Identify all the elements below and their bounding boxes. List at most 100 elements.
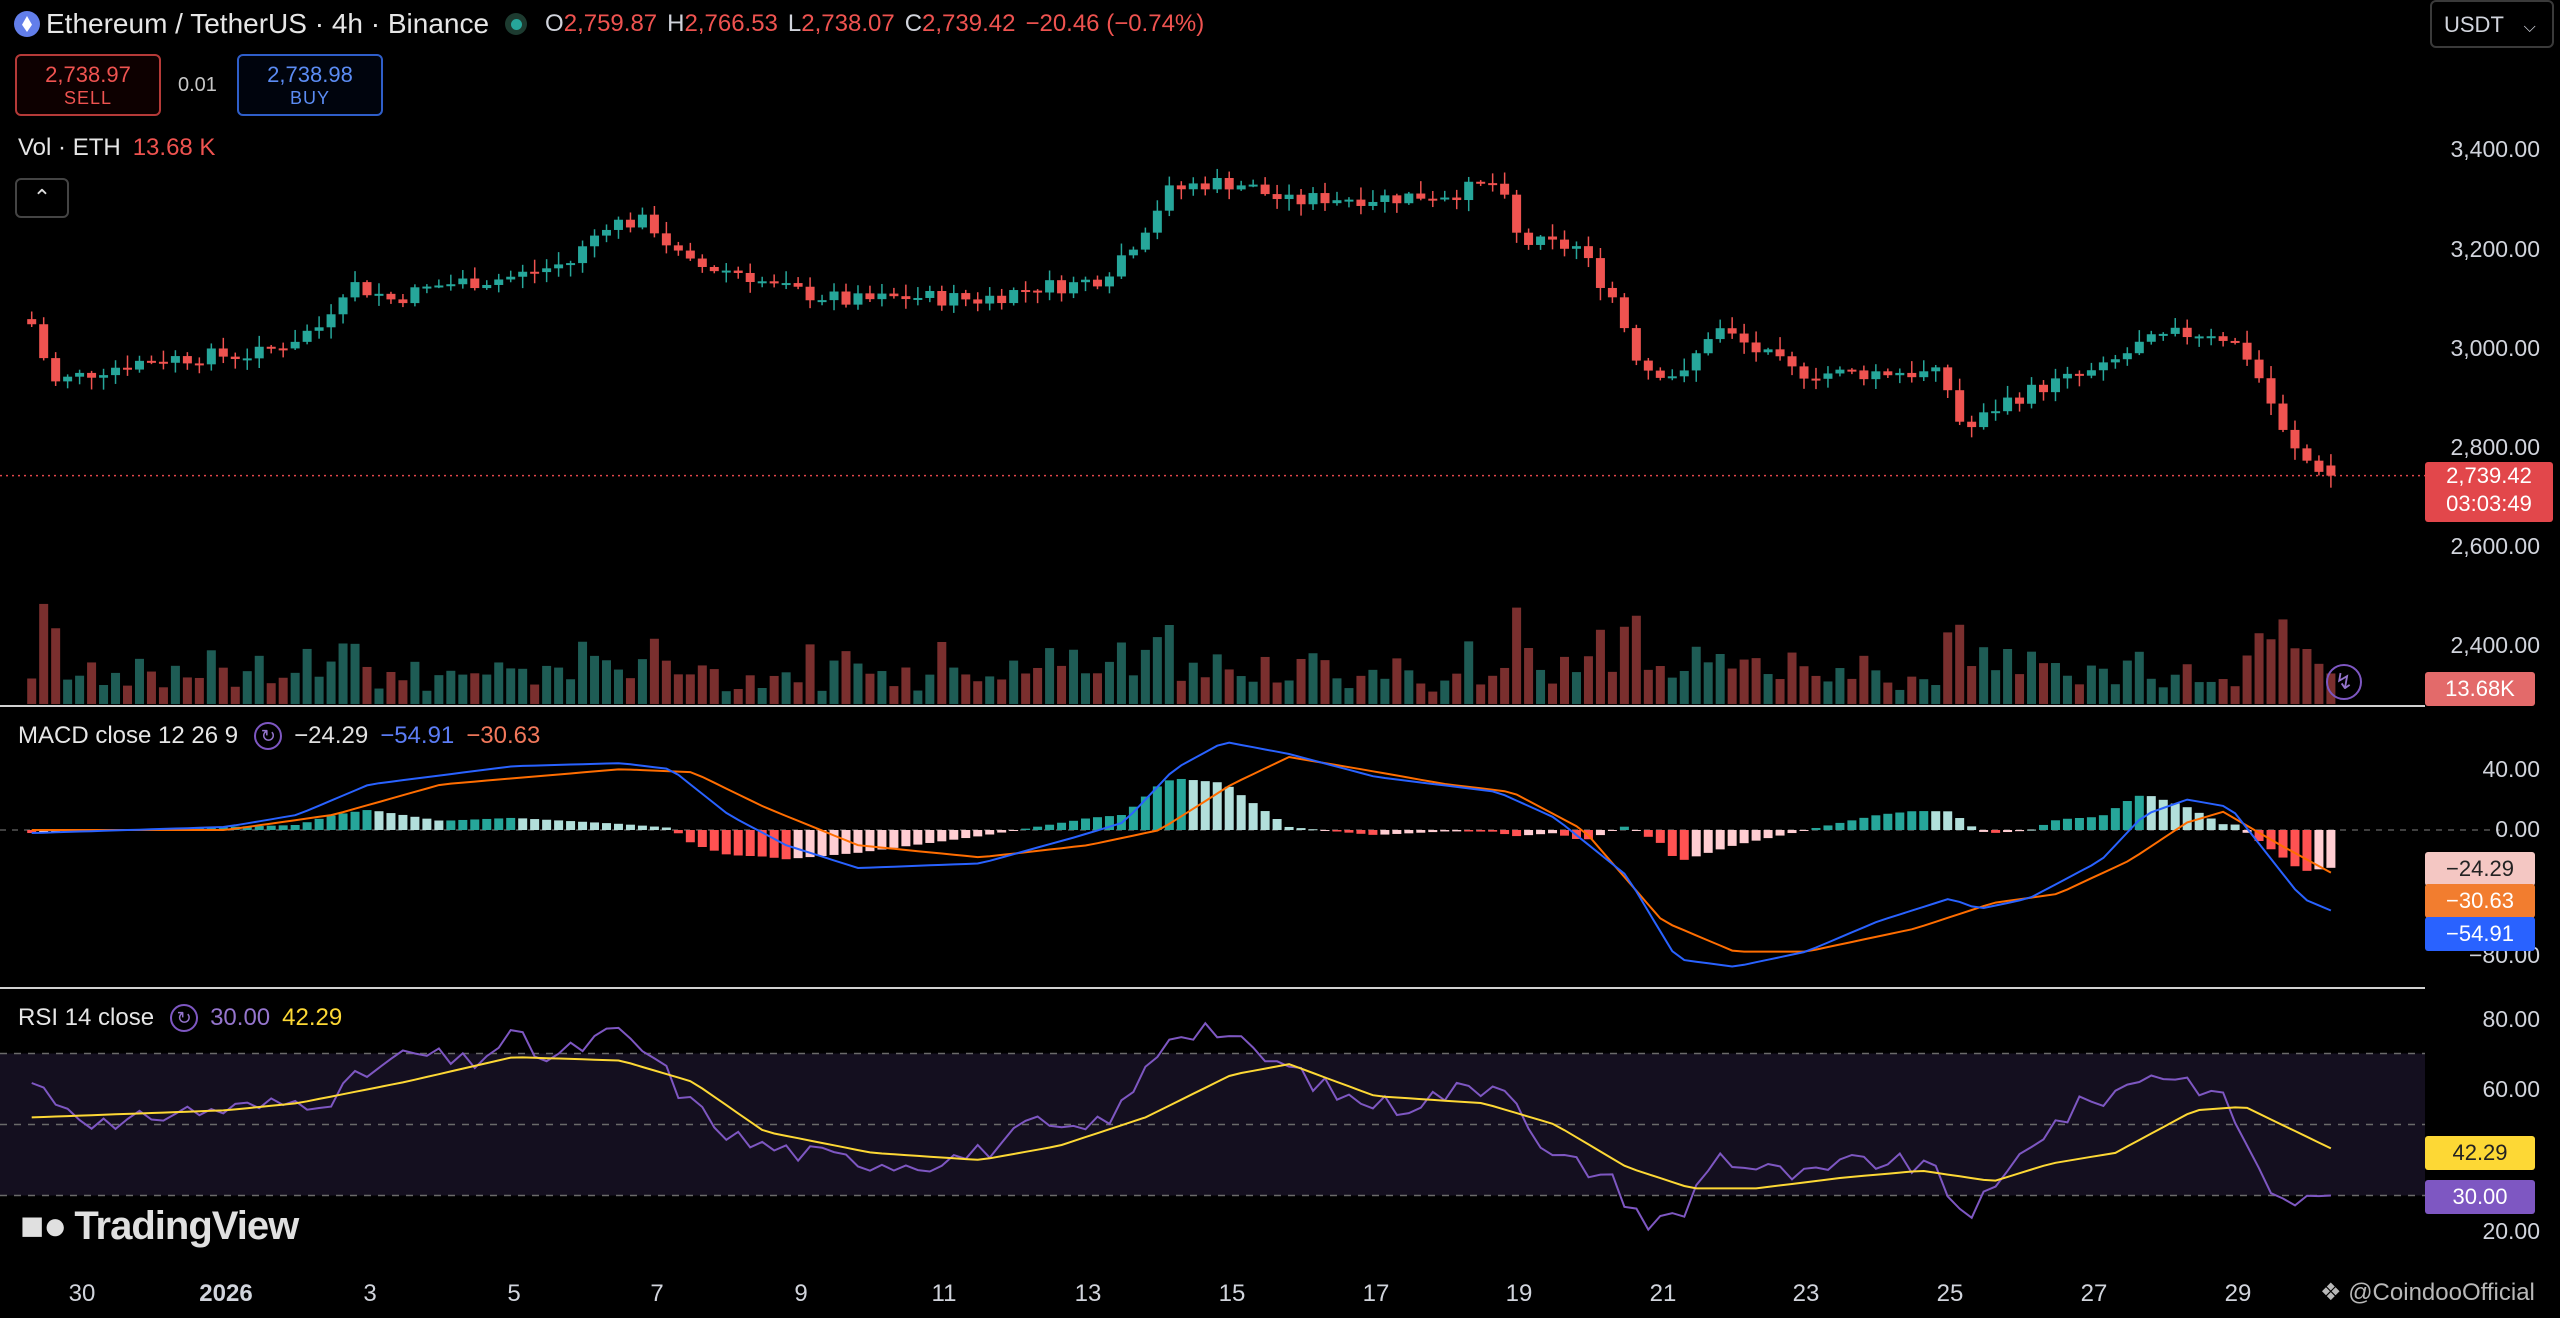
rsi-legend[interactable]: RSI 14 close ↻ 30.00 42.29: [18, 1004, 342, 1032]
macd-histogram-bar: [769, 830, 779, 858]
candle-body: [1967, 421, 1977, 428]
candle-body: [1380, 195, 1390, 202]
macd-histogram-bar: [817, 830, 827, 857]
sell-button[interactable]: 2,738.97 SELL: [15, 54, 161, 116]
volume-bar: [1655, 666, 1665, 704]
candle-body: [877, 293, 887, 300]
candle-body: [1691, 353, 1701, 371]
candle-body: [1727, 328, 1737, 334]
market-status-icon[interactable]: [505, 13, 528, 35]
macd-histogram-bar: [1224, 786, 1234, 830]
macd-histogram-bar: [1404, 830, 1414, 834]
volume-bar: [590, 655, 600, 704]
macd-histogram-bar: [350, 811, 360, 830]
volume-bar: [2242, 655, 2252, 704]
symbol-title[interactable]: Ethereum / TetherUS · 4h · Binance: [46, 8, 490, 39]
candle-body: [1979, 412, 1989, 428]
volume-bar: [1739, 659, 1749, 704]
rsi-axis-label: 60.00: [2482, 1076, 2540, 1102]
candle-body: [2039, 384, 2049, 393]
macd-histogram-bar: [2206, 818, 2216, 830]
candle-body: [458, 278, 468, 285]
volume-bar: [1811, 675, 1821, 704]
candle-body: [685, 250, 695, 259]
candle-body: [1416, 193, 1426, 199]
macd-histogram-bar: [398, 814, 408, 830]
time-axis-label: 21: [1649, 1280, 1677, 1307]
candle-body: [2206, 336, 2216, 339]
volume-bar: [1847, 678, 1857, 704]
volume-bar: [1524, 647, 1534, 704]
candle-body: [27, 319, 37, 325]
macd-histogram-bar: [206, 827, 216, 830]
buy-button[interactable]: 2,738.98 BUY: [237, 54, 383, 116]
ethereum-coin-icon: [14, 11, 40, 37]
volume-bar: [230, 686, 240, 704]
macd-histogram-bar: [254, 826, 264, 830]
macd-histogram-bar: [661, 827, 671, 830]
volume-bar: [482, 674, 492, 704]
volume-bar: [494, 662, 504, 704]
price-axis-label: 3,000.00: [2450, 335, 2540, 361]
volume-bar: [1571, 672, 1581, 704]
volume-bar: [398, 680, 408, 704]
volume-bar: [1176, 680, 1186, 704]
volume-bar: [1104, 661, 1114, 704]
lightning-icon[interactable]: ↯: [2326, 664, 2362, 700]
candle-body: [542, 268, 552, 273]
candle-body: [566, 263, 576, 266]
macd-histogram-bar: [2039, 824, 2049, 830]
volume-bar: [242, 671, 252, 704]
candle-body: [1871, 371, 1881, 380]
macd-signal-tag: −30.63: [2425, 884, 2535, 918]
volume-bar: [290, 672, 300, 704]
candle-body: [1128, 249, 1138, 256]
collapse-legend-button[interactable]: ⌃: [15, 178, 69, 218]
macd-histogram-bar: [1751, 830, 1761, 841]
volume-bar: [625, 678, 635, 704]
volume-bar: [1440, 680, 1450, 704]
candle-body: [254, 346, 264, 359]
macd-histogram-bar: [1847, 820, 1857, 830]
volume-bar: [1751, 658, 1761, 704]
macd-histogram-bar: [841, 830, 851, 854]
volume-bar: [2278, 619, 2288, 704]
volume-bar: [1619, 626, 1629, 704]
volume-bar: [2027, 651, 2037, 704]
macd-legend[interactable]: MACD close 12 26 9 ↻ −24.29 −54.91 −30.6…: [18, 722, 540, 750]
volume-bar: [757, 687, 767, 704]
candle-body: [1907, 372, 1917, 378]
volume-bar: [1955, 624, 1965, 704]
volume-bar: [949, 667, 959, 704]
volume-bar: [1835, 668, 1845, 704]
macd-histogram-bar: [1871, 815, 1881, 830]
sync-icon[interactable]: ↻: [170, 1004, 199, 1032]
volume-bar: [1991, 670, 2001, 704]
volume-bar: [985, 676, 995, 704]
volume-bar: [1919, 679, 1929, 704]
candle-body: [1476, 181, 1486, 184]
candle-body: [1069, 282, 1079, 294]
currency-select[interactable]: USDT ⌵: [2430, 0, 2554, 48]
volume-bar: [2170, 674, 2180, 704]
macd-histogram-bar: [1739, 830, 1749, 844]
macd-histogram-bar: [410, 816, 420, 830]
volume-bar: [374, 688, 384, 704]
volume-bar: [1883, 682, 1893, 704]
volume-bar: [2266, 639, 2276, 704]
volume-legend-value: 13.68 K: [132, 134, 216, 161]
candle-body: [182, 356, 192, 364]
volume-bar: [2158, 687, 2168, 704]
macd-histogram-bar: [1799, 830, 1809, 831]
candle-body: [39, 324, 49, 359]
macd-histogram-bar: [1368, 830, 1378, 835]
macd-histogram-bar: [2290, 830, 2300, 867]
candle-body: [829, 291, 839, 301]
candle-body: [494, 279, 504, 285]
volume-bar: [1188, 662, 1198, 704]
sync-icon[interactable]: ↻: [254, 722, 283, 750]
volume-legend[interactable]: Vol · ETH 13.68 K: [18, 134, 215, 162]
tradingview-logo[interactable]: ■● TradingView: [20, 1204, 299, 1249]
candle-body: [1045, 280, 1055, 293]
